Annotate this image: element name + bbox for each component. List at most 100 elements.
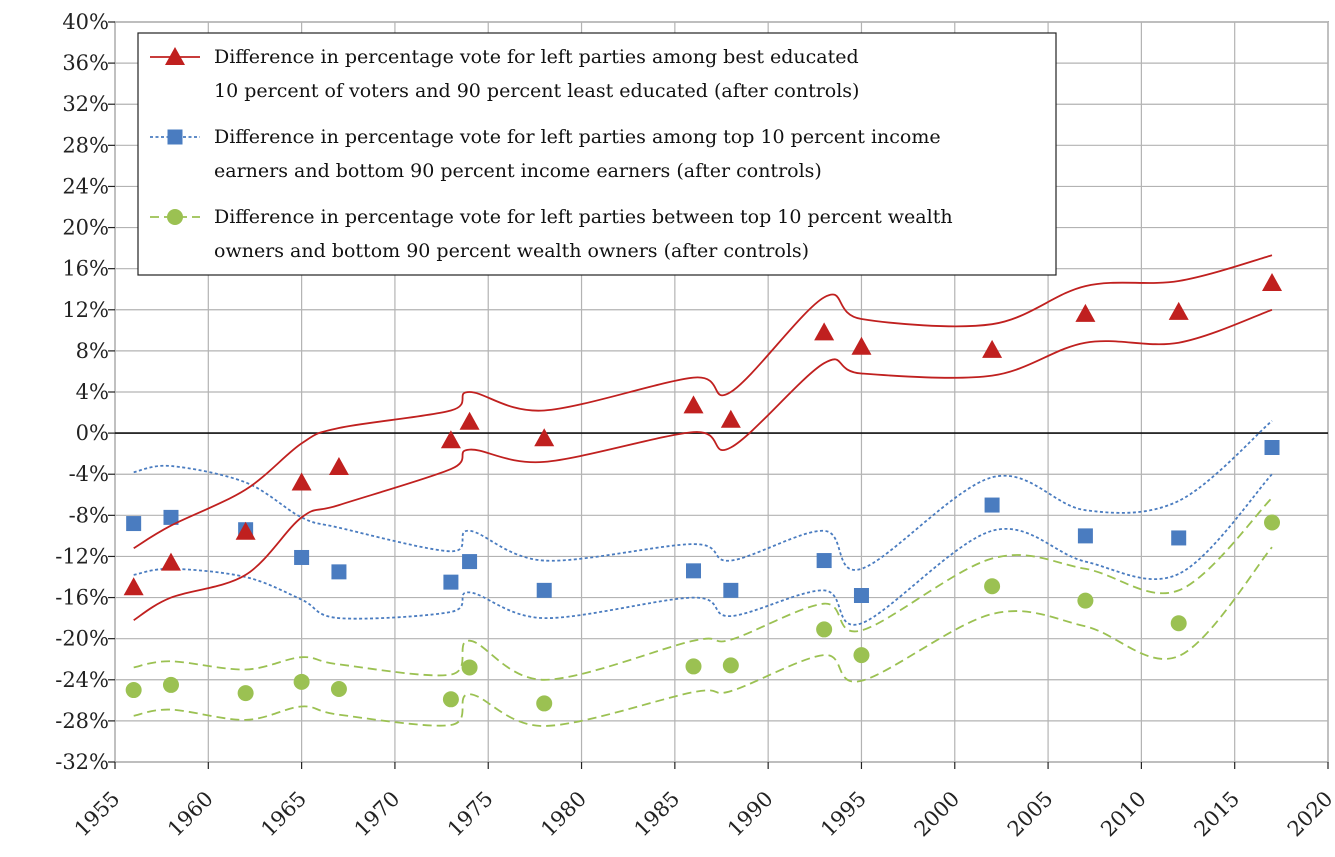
series-2-point — [461, 659, 478, 676]
y-tick-label: 12% — [62, 298, 109, 322]
y-tick-label: 28% — [62, 133, 109, 157]
series-2-lower-bound — [133, 546, 1273, 727]
y-tick-label: 36% — [62, 51, 109, 75]
series-2-point — [722, 657, 739, 674]
x-tick-label: 1965 — [256, 787, 311, 842]
y-tick-label: 4% — [76, 380, 109, 404]
y-tick-label: 16% — [62, 257, 109, 281]
series-1-point — [1077, 528, 1093, 544]
series-0-point — [123, 577, 144, 596]
x-tick-label: 2015 — [1189, 787, 1244, 842]
x-tick-label: 2005 — [1003, 787, 1058, 842]
series-1-point — [163, 509, 179, 525]
series-2-point — [1077, 592, 1094, 609]
x-tick-label: 1975 — [443, 787, 498, 842]
series-0-point — [814, 322, 835, 341]
series-1-lower-bound — [133, 473, 1273, 626]
series-layer — [123, 254, 1283, 727]
series-0-point — [459, 411, 480, 430]
y-tick-label: -24% — [55, 668, 109, 692]
y-tick-label: -12% — [55, 544, 109, 568]
y-tick-label: 24% — [62, 174, 109, 198]
legend-marker-1 — [167, 129, 183, 145]
series-2-point — [1264, 514, 1281, 531]
series-0-point — [1262, 273, 1283, 292]
series-0-point — [1075, 303, 1096, 322]
series-1-point — [294, 549, 310, 565]
legend-marker-2 — [167, 209, 183, 225]
x-tick-label: 1970 — [350, 787, 405, 842]
legend-marker-0 — [165, 47, 185, 65]
series-1-point — [984, 497, 1000, 513]
series-1-point — [462, 554, 478, 570]
series-1-point — [1264, 440, 1280, 455]
series-2-point — [853, 647, 870, 664]
x-tick-label: 1960 — [163, 787, 218, 842]
series-2-point — [125, 682, 142, 699]
y-tick-label: -32% — [55, 750, 109, 774]
series-1-point — [853, 588, 869, 603]
series-1-point — [1171, 530, 1187, 546]
series-1 — [126, 420, 1280, 626]
x-tick-label: 1955 — [70, 787, 125, 842]
x-tick-label: 1985 — [630, 787, 685, 842]
x-tick-label: 2010 — [1096, 787, 1151, 842]
series-1-point — [126, 516, 142, 532]
series-0-upper-bound — [133, 254, 1273, 549]
x-tick-label: 2000 — [910, 787, 965, 842]
series-1-point — [331, 564, 347, 580]
series-1-point — [443, 574, 459, 590]
series-0-point — [683, 395, 704, 414]
series-0-point — [160, 552, 181, 571]
legend-box — [137, 32, 1057, 276]
y-tick-label: 0% — [76, 421, 109, 445]
series-2-point — [536, 695, 553, 712]
series-1-upper-bound — [133, 420, 1273, 571]
series-2-upper-bound — [133, 497, 1273, 681]
series-0-lower-bound — [133, 308, 1273, 621]
series-1-point — [723, 582, 739, 598]
series-1-point — [686, 563, 702, 579]
y-tick-label: -8% — [69, 503, 109, 527]
x-tick-label: 1980 — [536, 787, 591, 842]
series-0-point — [1168, 301, 1189, 320]
y-tick-label: 20% — [62, 216, 109, 240]
series-2-point — [442, 691, 459, 708]
series-2-point — [162, 676, 179, 693]
series-2-point — [237, 685, 254, 702]
y-tick-label: -4% — [69, 462, 109, 486]
series-2-point — [984, 578, 1001, 595]
series-0-point — [982, 339, 1003, 358]
series-2-point — [330, 681, 347, 698]
y-tick-label: -16% — [55, 586, 109, 610]
series-2-point — [685, 658, 702, 675]
legend-label: Difference in percentage vote for left p… — [214, 206, 953, 228]
x-tick-label: 1995 — [816, 787, 871, 842]
y-tick-label: 8% — [76, 339, 109, 363]
y-tick-label: -20% — [55, 627, 109, 651]
legend-label: Difference in percentage vote for left p… — [214, 126, 941, 148]
series-2-point — [1170, 615, 1187, 632]
legend-label: Difference in percentage vote for left p… — [214, 46, 859, 68]
series-0-point — [328, 457, 349, 476]
series-0-point — [720, 409, 741, 428]
y-tick-label: -28% — [55, 709, 109, 733]
legend-label: earners and bottom 90 percent income ear… — [214, 160, 822, 182]
legend: Difference in percentage vote for left p… — [137, 32, 1057, 276]
legend-label: owners and bottom 90 percent wealth owne… — [214, 240, 809, 262]
series-0-point — [235, 521, 256, 540]
series-0-point — [851, 336, 872, 355]
series-0-point — [440, 430, 461, 449]
y-tick-label: 40% — [62, 10, 109, 34]
series-0-point — [291, 472, 312, 491]
series-2-point — [293, 673, 310, 690]
series-2-point — [816, 621, 833, 638]
y-tick-label: 32% — [62, 92, 109, 116]
series-1-point — [816, 553, 832, 569]
series-0 — [123, 254, 1283, 621]
series-2 — [125, 497, 1281, 727]
x-tick-label: 2020 — [1283, 787, 1335, 842]
x-tick-label: 1990 — [723, 787, 778, 842]
legend-label: 10 percent of voters and 90 percent leas… — [214, 80, 859, 102]
